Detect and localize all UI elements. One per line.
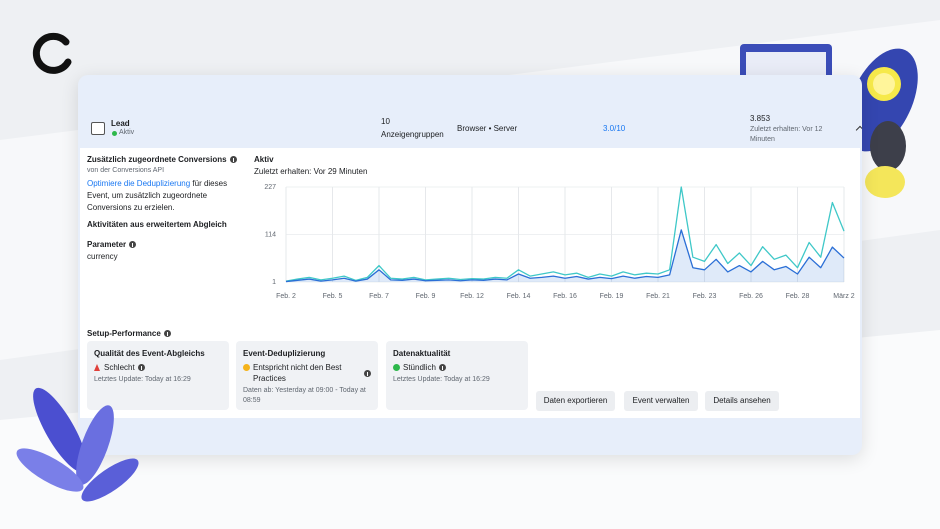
setup-card: Datenaktualität Stündlich Letztes Update…: [386, 341, 528, 410]
x-tick-label: Feb. 7: [369, 293, 389, 300]
x-tick-label: Feb. 28: [786, 293, 810, 300]
card-status: Entspricht nicht den Best Practices: [253, 363, 342, 383]
x-tick-label: Feb. 23: [693, 293, 717, 300]
y-tick-label: 114: [265, 231, 276, 238]
line: [285, 229, 845, 283]
event-icon: [91, 122, 105, 135]
export-button[interactable]: Daten exportieren: [536, 391, 615, 411]
event-status: Aktiv: [119, 129, 135, 136]
event-card: Lead Aktiv 10 Anzeigengruppen Browser • …: [78, 75, 862, 455]
card-title: Datenaktualität: [393, 349, 451, 358]
setup-card: Event-Deduplizierung Entspricht nicht de…: [236, 341, 378, 410]
manage-button[interactable]: Event verwalten: [624, 391, 698, 411]
ad-groups-label: Anzeigengruppen: [381, 130, 444, 139]
event-name: Lead: [111, 119, 130, 128]
chart-subtitle: Zuletzt erhalten: Vor 29 Minuten: [254, 167, 368, 176]
line: [285, 186, 845, 282]
source: Browser • Server: [457, 124, 518, 133]
x-tick-label: Feb. 26: [739, 293, 763, 300]
total: 3.853: [750, 114, 771, 123]
warning-icon: [94, 364, 100, 371]
info-title: Zusätzlich zugeordnete Conversions: [87, 155, 227, 164]
status-dot: [112, 131, 117, 136]
card-status: Stündlich: [403, 363, 436, 372]
ok-icon: [393, 364, 400, 371]
card-note: Letztes Update: Today at 16:29: [94, 376, 191, 383]
x-tick-label: Feb. 12: [460, 293, 484, 300]
rocket: [846, 48, 918, 198]
setup-card: Qualität des Event-Abgleichs Schlecht Le…: [87, 341, 229, 410]
last-received: Zuletzt erhalten: Vor 12 Minuten: [750, 126, 823, 143]
x-tick-label: Feb. 19: [600, 293, 624, 300]
logo: [32, 32, 72, 74]
dedup-link[interactable]: Optimiere die Deduplizierung: [87, 179, 191, 188]
collapse-chevron[interactable]: [855, 125, 862, 135]
x-tick-label: Feb. 16: [553, 293, 577, 300]
y-tick-label: 1: [272, 279, 276, 286]
parameter-value: currency: [87, 252, 118, 261]
card-status: Schlecht: [104, 363, 135, 372]
advanced-matching: Aktivitäten aus erweitertem Abgleich: [87, 220, 227, 229]
score[interactable]: 3.0/10: [603, 124, 626, 133]
y-tick-label: 227: [264, 184, 276, 191]
details-button[interactable]: Details ansehen: [705, 391, 779, 411]
x-tick-label: März 2: [833, 293, 855, 300]
card-title: Qualität des Event-Abgleichs: [94, 349, 205, 358]
info-text: für dieses Event, um zusätzlich zugeordn…: [87, 179, 228, 212]
chart: 1 114 227 Feb. 2 Feb. 5 Feb. 7 Feb. 9 Feb. 12 Fe…: [264, 184, 855, 300]
x-tick-label: Feb. 21: [646, 293, 670, 300]
parameter-title: Parameter: [87, 240, 127, 249]
warning-dot: [243, 364, 250, 371]
card-note: Letztes Update: Today at 16:29: [393, 376, 490, 383]
card-title: Event-Deduplizierung: [243, 349, 326, 358]
setup-title: Setup-Performance: [87, 329, 161, 338]
area: [286, 229, 844, 282]
plant: [16, 387, 139, 502]
x-tick-label: Feb. 2: [276, 293, 296, 300]
x-tick-label: Feb. 9: [416, 293, 436, 300]
card-note: Daten ab: Yesterday at 09:00 - Today at …: [243, 387, 366, 404]
info-subtitle: von der Conversions API: [87, 167, 165, 174]
chart-title: Aktiv: [254, 155, 274, 164]
x-tick-label: Feb. 14: [507, 293, 531, 300]
x-tick-label: Feb. 5: [323, 293, 343, 300]
ad-groups-count: 10: [381, 117, 390, 126]
